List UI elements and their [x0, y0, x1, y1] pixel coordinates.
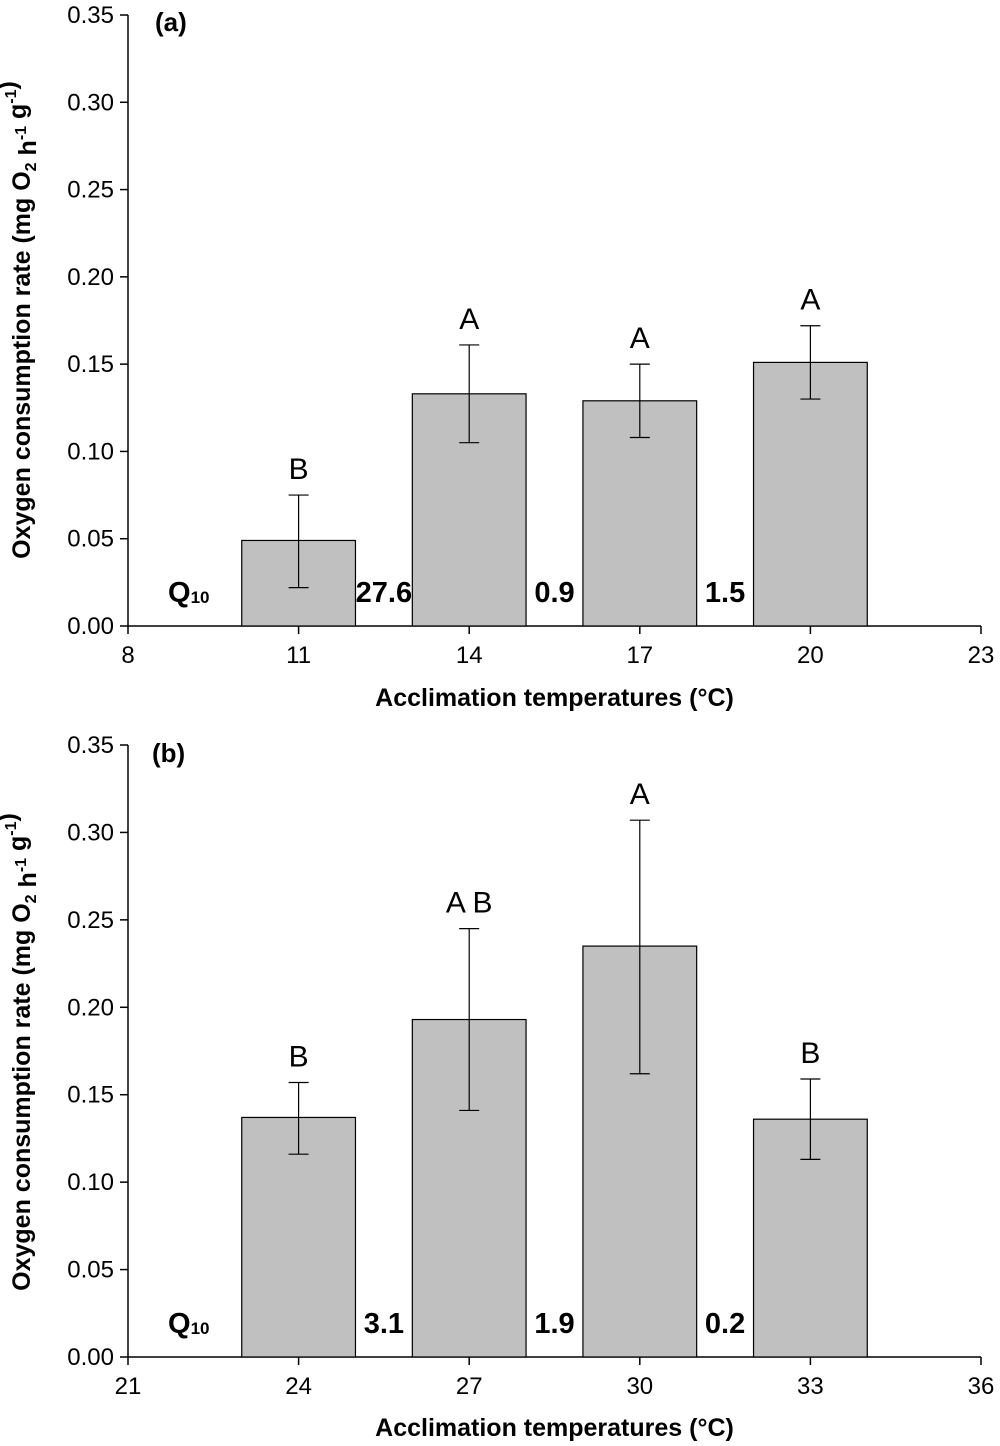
x-axis-title: Acclimation temperatures (°C) [375, 1414, 734, 1442]
significance-label: A [459, 303, 479, 336]
y-tick-label: 0.10 [67, 1169, 114, 1196]
x-tick-label: 33 [797, 1373, 824, 1400]
bar [582, 400, 698, 627]
x-tick-label: 8 [121, 642, 134, 669]
y-tick-label: 0.20 [67, 994, 114, 1021]
x-axis-title: Acclimation temperatures (°C) [375, 684, 734, 712]
q10-value: 3.1 [364, 1308, 404, 1340]
q10-value: 1.5 [705, 577, 745, 609]
x-tick-label: 23 [968, 642, 995, 669]
significance-label: A [800, 284, 820, 317]
x-tick-label: 11 [286, 642, 311, 669]
q10-label: Q10 [168, 577, 209, 609]
significance-label: B [289, 453, 309, 486]
x-tick-label: 17 [626, 642, 653, 669]
x-tick-label: 27 [456, 1373, 483, 1400]
q10-value: 1.9 [534, 1308, 574, 1340]
significance-label: A B [446, 887, 493, 920]
y-axis-title: Oxygen consumption rate (mg O2 h-1 g-1) [0, 813, 42, 1291]
significance-label: A [630, 322, 650, 355]
panel-label: (a) [155, 7, 187, 37]
significance-label: B [289, 1040, 309, 1073]
bar [752, 361, 868, 627]
q10-label: Q10 [168, 1308, 209, 1340]
y-tick-label: 0.30 [67, 89, 114, 116]
x-tick-label: 36 [968, 1373, 995, 1400]
q10-value: 27.6 [356, 577, 412, 609]
x-tick-label: 21 [115, 1373, 142, 1400]
y-tick-label: 0.30 [67, 819, 114, 846]
panel-label: (b) [152, 738, 185, 768]
y-tick-label: 0.00 [67, 613, 114, 640]
x-tick-label: 30 [626, 1373, 653, 1400]
significance-label: A [630, 778, 650, 811]
y-tick-label: 0.35 [67, 2, 114, 29]
x-tick-label: 14 [456, 642, 483, 669]
y-tick-label: 0.35 [67, 732, 114, 759]
q10-value: 0.9 [534, 577, 574, 609]
y-tick-label: 0.15 [67, 351, 114, 378]
y-tick-label: 0.00 [67, 1344, 114, 1371]
y-axis-title: Oxygen consumption rate (mg O2 h-1 g-1) [0, 81, 42, 559]
y-tick-label: 0.10 [67, 438, 114, 465]
y-tick-label: 0.25 [67, 907, 114, 934]
panel-b: 0.00 0.05 0.10 0.15 0.20 0.25 0.30 0.35 21 24 27 30… [0, 732, 994, 1442]
panel-a: 0.00 0.05 0.10 0.15 0.20 0.25 0.30 0.35 8 11 14 17 2… [0, 2, 994, 712]
q10-value: 0.2 [705, 1308, 745, 1340]
y-tick-label: 0.25 [67, 177, 114, 204]
y-tick-label: 0.15 [67, 1082, 114, 1109]
x-tick-label: 20 [797, 642, 824, 669]
y-tick-label: 0.05 [67, 1257, 114, 1284]
y-tick-label: 0.20 [67, 264, 114, 291]
x-tick-label: 24 [285, 1373, 312, 1400]
bar [241, 1116, 357, 1358]
y-tick-label: 0.05 [67, 526, 114, 553]
significance-label: B [800, 1037, 820, 1070]
